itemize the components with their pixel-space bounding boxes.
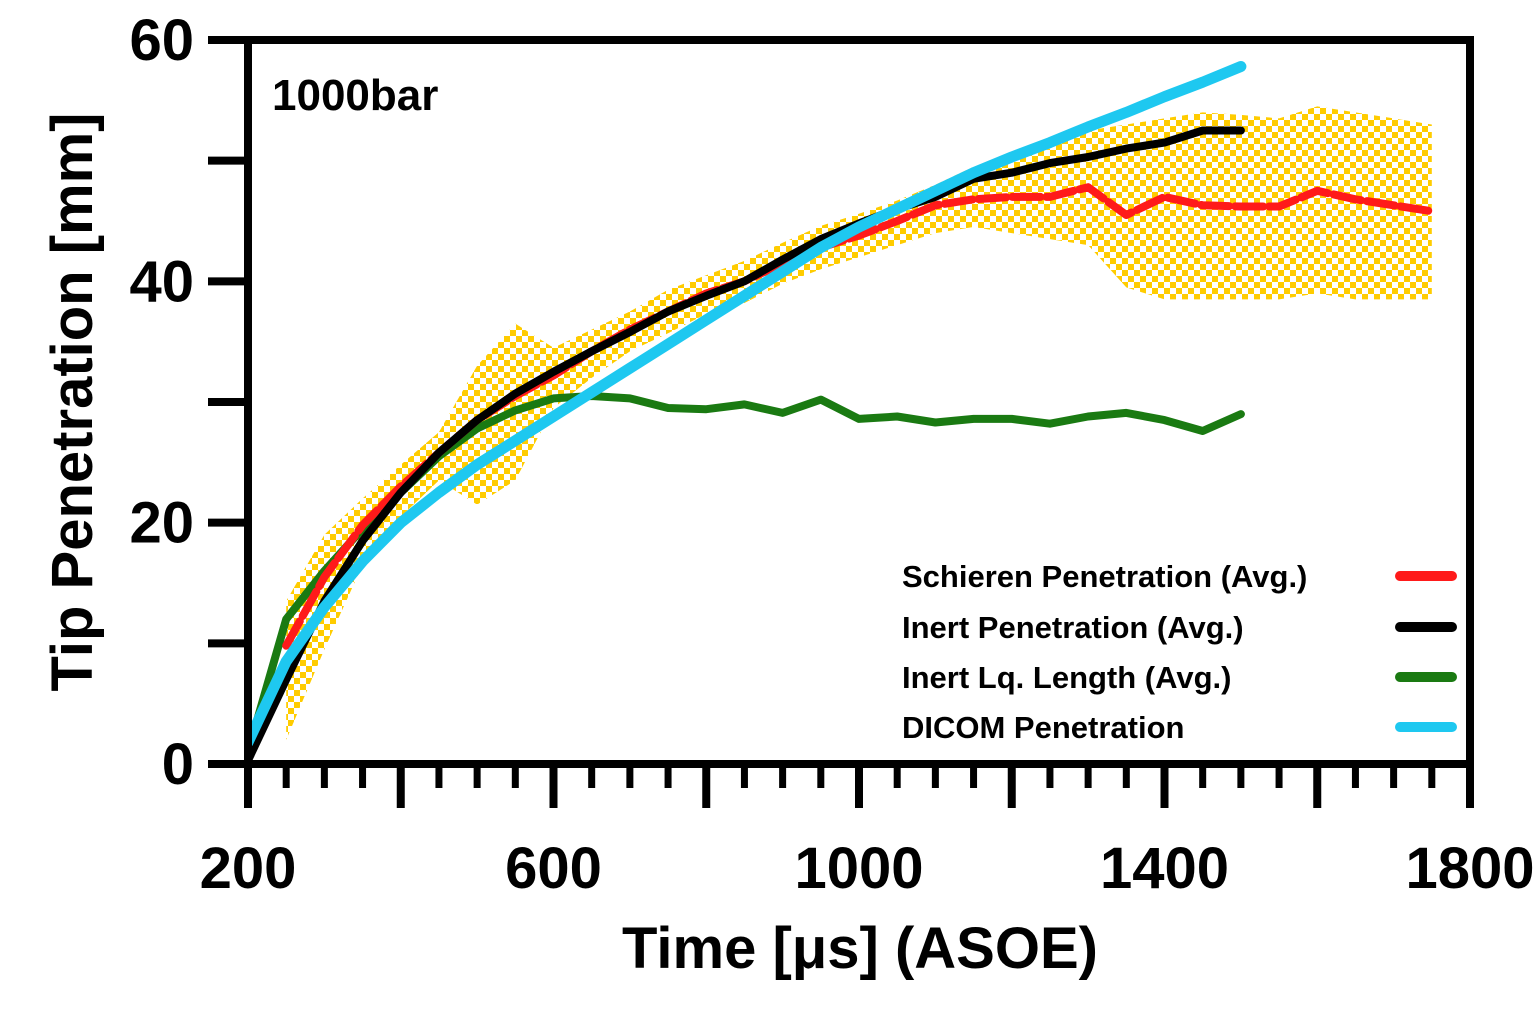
- error-band: [286, 106, 1432, 740]
- y-tick-label: 0: [162, 732, 194, 797]
- series-line-inert-penetration-avg: [248, 126, 1245, 764]
- error-band-layer: [286, 106, 1432, 740]
- x-tick-label: 200: [200, 836, 297, 901]
- y-tick-label: 60: [129, 8, 194, 73]
- legend-label: Inert Penetration (Avg.): [902, 610, 1244, 645]
- x-tick-label: 600: [505, 836, 602, 901]
- series-line-dicom-penetration: [248, 61, 1247, 748]
- x-tick-label: 1800: [1405, 836, 1534, 901]
- legend: Schieren Penetration (Avg.) Inert Penetra…: [902, 559, 1457, 745]
- y-tick-label: 40: [129, 249, 194, 314]
- x-tick-label: 1000: [794, 836, 923, 901]
- legend-label: DICOM Penetration: [902, 710, 1184, 745]
- x-tick-label: 1400: [1100, 836, 1229, 901]
- x-axis-title: Time [μs] (ASOE): [622, 916, 1098, 981]
- series-lines-layer: [248, 61, 1436, 764]
- legend-label: Schieren Penetration (Avg.): [902, 559, 1307, 594]
- axes-layer: 0 20 40 60 200 600 1000 1400 1800: [129, 8, 1534, 901]
- y-axis-title: Tip Penetration [mm]: [40, 113, 105, 692]
- y-tick-label: 20: [129, 491, 194, 556]
- legend-label: Inert Lq. Length (Avg.): [902, 660, 1231, 695]
- pressure-annotation: 1000bar: [272, 71, 438, 120]
